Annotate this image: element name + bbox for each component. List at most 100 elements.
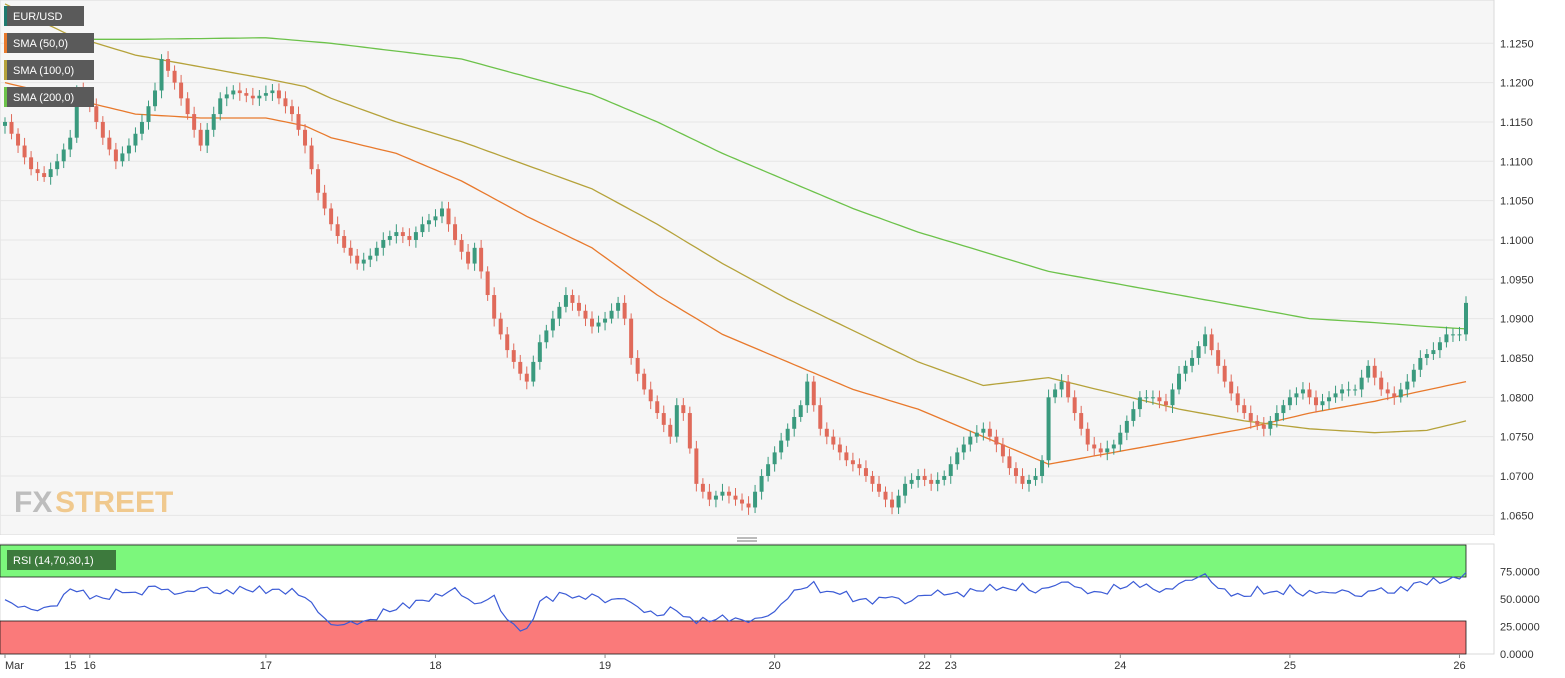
candle-bullish: [61, 143, 66, 169]
candle-body: [153, 90, 158, 107]
rsi-legend-item[interactable]: RSI (14,70,30,1): [4, 550, 116, 570]
candle-body: [961, 444, 966, 453]
candle-body: [1307, 389, 1312, 398]
rsi-tick-label: 25.0000: [1500, 622, 1540, 634]
candle-body: [870, 475, 875, 484]
candle-bearish: [1313, 390, 1318, 413]
price-tick-label: 1.1150: [1500, 117, 1533, 129]
candle-bearish: [1098, 442, 1103, 458]
sma-lines: [4, 3, 1467, 465]
candle-bullish: [413, 226, 418, 248]
candle-bearish: [459, 234, 464, 260]
candle-body: [537, 342, 542, 362]
candle-bearish: [1385, 382, 1390, 401]
candle-body: [942, 475, 947, 480]
candle-body: [42, 173, 47, 178]
candle-bullish: [981, 422, 986, 441]
candle-bearish: [648, 381, 653, 410]
rsi-line: [4, 572, 1467, 632]
candle-body: [159, 59, 164, 91]
candle-bearish: [740, 493, 745, 511]
candle-body: [1294, 393, 1299, 398]
candle-bullish: [1333, 385, 1338, 403]
legend-item[interactable]: SMA (100,0): [4, 60, 94, 80]
candle-body: [433, 216, 438, 221]
candle-bullish: [1059, 374, 1064, 398]
candle-bearish: [863, 460, 868, 482]
candle-bearish: [237, 82, 242, 101]
candle-body: [1118, 432, 1123, 445]
candle-bearish: [994, 429, 999, 453]
candle-body: [198, 129, 203, 146]
candle-body: [335, 224, 340, 237]
candle-body: [1235, 393, 1240, 406]
candle-bearish: [733, 487, 738, 506]
candle-body: [1411, 369, 1416, 382]
candle-body: [1059, 381, 1064, 390]
candle-body: [1313, 397, 1318, 406]
candle-bullish: [126, 138, 131, 161]
candle-body: [1353, 389, 1358, 391]
rsi-zones: [0, 544, 1467, 655]
legend-item[interactable]: EUR/USD: [4, 6, 84, 26]
rsi-legend: RSI (14,70,30,1): [4, 550, 116, 570]
time-tick-label: 18: [429, 660, 441, 672]
candle-bullish: [903, 476, 908, 504]
candle-body: [616, 302, 621, 311]
candle-body: [1437, 342, 1442, 351]
candle-body: [348, 247, 353, 256]
candle-bearish: [1372, 358, 1377, 386]
candle-bullish: [1320, 393, 1325, 411]
time-tick-label: 19: [599, 660, 611, 672]
legend-box: [4, 6, 84, 26]
price-panel: 1.1250 1.1200 1.1150 1.1100 1.1050 1.1000 1.09…: [0, 0, 1534, 536]
candle-body: [1287, 397, 1292, 406]
candle-bearish: [883, 486, 888, 508]
rsi-legend-swatch: [4, 550, 7, 570]
candle-bullish: [1137, 391, 1142, 417]
candle-body: [237, 90, 242, 94]
candle-bearish: [837, 437, 842, 461]
candle-bearish: [831, 429, 836, 450]
panel-resize-handle[interactable]: [0, 535, 1494, 544]
candle-body: [1274, 413, 1279, 421]
candle-body: [720, 491, 725, 496]
legend-item[interactable]: SMA (50,0): [4, 33, 94, 53]
price-axis: 1.1250 1.1200 1.1150 1.1100 1.1050 1.1000 1.09…: [1500, 38, 1534, 522]
candle-bullish: [792, 409, 797, 437]
candle-body: [805, 381, 810, 406]
candle-bullish: [1150, 390, 1155, 405]
candle-body: [68, 137, 73, 150]
candle-bearish: [870, 470, 875, 492]
price-tick-label: 1.0900: [1500, 314, 1534, 326]
legend-item[interactable]: SMA (200,0): [4, 87, 94, 107]
candle-body: [948, 464, 953, 476]
time-tick-label: Mar: [5, 660, 24, 672]
candle-bullish: [48, 162, 53, 185]
candle-body: [1340, 389, 1345, 394]
candle-bullish: [596, 315, 601, 333]
rsi-oversold-zone: [0, 620, 1467, 655]
time-tick-label: 24: [1114, 660, 1126, 672]
candle-body: [374, 247, 379, 256]
candle-body: [1124, 420, 1129, 433]
candle-body: [596, 322, 601, 327]
candle-body: [576, 302, 581, 311]
price-plot-area: [0, 0, 1495, 536]
candle-bullish: [537, 334, 542, 370]
candle-bullish: [1053, 383, 1058, 404]
rsi-overbought-zone: [0, 544, 1467, 578]
candle-body: [583, 310, 588, 319]
candle-body: [818, 405, 823, 429]
candle-bearish: [192, 106, 197, 138]
candle-bullish: [211, 106, 216, 137]
candle-body: [1209, 334, 1214, 351]
sma-line-2000: [5, 37, 1467, 330]
candle-body: [94, 106, 99, 122]
candle-bullish: [1437, 337, 1442, 358]
candle-body: [1066, 381, 1071, 398]
candle-bearish: [276, 83, 281, 105]
candle-bullish: [1450, 328, 1455, 342]
candle-bullish: [133, 127, 138, 153]
candle-bullish: [1346, 381, 1351, 397]
